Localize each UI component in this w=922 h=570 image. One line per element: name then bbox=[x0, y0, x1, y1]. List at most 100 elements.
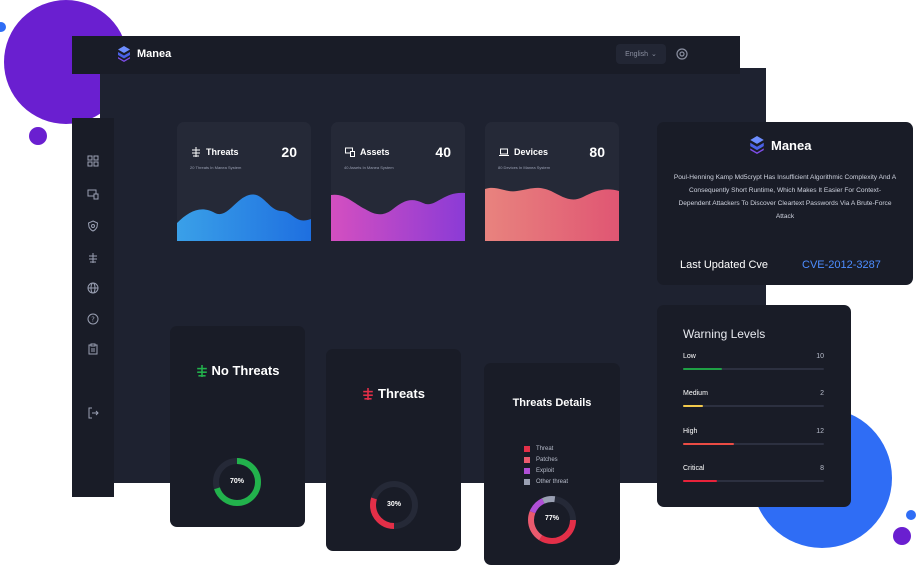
globe-icon[interactable] bbox=[87, 282, 99, 294]
warning-level-bar-fill bbox=[683, 443, 734, 445]
decor-dot-blue-bottom bbox=[906, 510, 916, 520]
app-brand[interactable]: Manea bbox=[117, 46, 171, 62]
stat-card-devices[interactable]: Devices 80 80 Devices In Manea System bbox=[485, 122, 619, 241]
clipboard-icon[interactable] bbox=[87, 343, 99, 355]
donut-segment bbox=[528, 496, 576, 544]
threats-details-legend: Threat Patches Exploit Other threat bbox=[524, 443, 568, 487]
warning-level-label: Medium bbox=[683, 390, 708, 397]
shield-icon[interactable] bbox=[87, 220, 99, 232]
panel-title: No Threats bbox=[170, 363, 305, 378]
stat-subtitle: 40 Assets In Manea System bbox=[344, 165, 394, 170]
panel-title: Threats bbox=[326, 386, 461, 401]
bug-icon bbox=[196, 364, 207, 377]
decor-dot-purple-bottom bbox=[893, 527, 911, 545]
svg-text:?: ? bbox=[91, 316, 95, 324]
warning-level-label: High bbox=[683, 428, 698, 435]
laptop-icon bbox=[499, 148, 509, 156]
warning-level-count: 10 bbox=[816, 353, 824, 360]
warning-level-bar-fill bbox=[683, 480, 717, 482]
threats-details-donut bbox=[528, 496, 576, 544]
stat-card-threats[interactable]: Threats 20 20 Threats In Manea System bbox=[177, 122, 311, 241]
legend-swatch bbox=[524, 467, 530, 474]
warning-levels-card: Warning Levels Low 10 Medium 2 High 12 Critica… bbox=[657, 305, 851, 507]
warning-level-count: 12 bbox=[816, 428, 824, 435]
warning-level-count: 2 bbox=[820, 390, 824, 397]
stat-subtitle: 80 Devices In Manea System bbox=[498, 165, 551, 170]
stat-title: Assets bbox=[345, 147, 390, 157]
bug-icon bbox=[363, 387, 373, 400]
warning-level-bar-fill bbox=[683, 405, 703, 407]
cve-description: Poul-Henning Kamp Md5crypt Has Insuffici… bbox=[673, 174, 897, 220]
legend-swatch bbox=[524, 445, 530, 452]
info-brand: Manea bbox=[749, 136, 811, 154]
wave-chart bbox=[485, 187, 619, 241]
warning-level-row: Medium 2 bbox=[683, 390, 824, 412]
app-name: Manea bbox=[137, 48, 172, 60]
dashboard-icon[interactable] bbox=[87, 155, 99, 167]
legend-swatch bbox=[524, 478, 530, 485]
info-brand-name: Manea bbox=[771, 137, 812, 153]
decor-dot-blue bbox=[0, 22, 6, 32]
settings-icon[interactable] bbox=[675, 47, 689, 61]
donut-percent: 70% bbox=[229, 478, 244, 485]
warning-level-label: Critical bbox=[683, 465, 705, 472]
logout-icon[interactable] bbox=[87, 407, 99, 419]
warning-level-count: 8 bbox=[820, 465, 824, 472]
stat-title: Threats bbox=[191, 147, 239, 157]
stat-value: 40 bbox=[435, 144, 451, 160]
warning-level-row: Critical 8 bbox=[683, 465, 824, 487]
stat-subtitle: 20 Threats In Manea System bbox=[190, 165, 242, 170]
sidebar: ? bbox=[72, 118, 114, 497]
warning-levels-title: Warning Levels bbox=[683, 327, 766, 341]
legend-swatch bbox=[524, 456, 530, 463]
legend-label: Threat bbox=[536, 445, 554, 452]
legend-item: Threat bbox=[524, 443, 568, 454]
warning-level-row: High 12 bbox=[683, 428, 824, 450]
warning-level-bar bbox=[683, 443, 824, 445]
stat-value: 80 bbox=[589, 144, 605, 160]
top-bar: Manea English ⌄ bbox=[72, 36, 740, 74]
no-threats-donut bbox=[213, 458, 261, 506]
wave-chart bbox=[177, 194, 311, 241]
bug-icon bbox=[192, 147, 200, 157]
panel-title: Threats Details bbox=[512, 397, 592, 409]
legend-label: Patches bbox=[536, 456, 558, 463]
legend-label: Exploit bbox=[536, 467, 555, 474]
help-icon[interactable]: ? bbox=[87, 313, 99, 325]
threats-details-panel: Threats Details Threat Patches Exploit Othe… bbox=[484, 363, 620, 565]
threats-panel: Threats 30% bbox=[326, 349, 461, 551]
legend-label: Other threat bbox=[536, 478, 569, 485]
stat-title: Devices bbox=[499, 147, 548, 157]
chevron-down-icon: ⌄ bbox=[651, 51, 657, 58]
stat-card-assets[interactable]: Assets 40 40 Assets In Manea System bbox=[331, 122, 465, 241]
threats-donut bbox=[370, 481, 418, 529]
panel-title-text: No Threats bbox=[211, 363, 280, 378]
donut-segment bbox=[528, 496, 576, 544]
warning-level-bar bbox=[683, 405, 824, 407]
stat-label: Devices bbox=[514, 147, 549, 157]
manea-logo-icon bbox=[750, 136, 764, 154]
warning-level-bar-fill bbox=[683, 368, 723, 370]
legend-item: Patches bbox=[524, 454, 568, 465]
warning-level-label: Low bbox=[683, 353, 696, 360]
bug-icon[interactable] bbox=[87, 252, 99, 264]
stat-value: 20 bbox=[281, 144, 297, 160]
language-value: English bbox=[625, 50, 649, 58]
decor-dot-purple bbox=[29, 127, 47, 145]
language-select[interactable]: English ⌄ bbox=[616, 44, 666, 64]
donut-percent: 30% bbox=[386, 501, 401, 508]
legend-item: Other threat bbox=[524, 476, 568, 487]
cve-info-card: Manea Poul-Henning Kamp Md5crypt Has Ins… bbox=[657, 122, 913, 285]
devices-icon bbox=[345, 147, 355, 157]
last-updated-label: Last Updated Cve bbox=[680, 259, 769, 271]
donut-segment bbox=[528, 496, 576, 544]
legend-item: Exploit bbox=[524, 465, 568, 476]
donut-percent: 77% bbox=[544, 515, 559, 522]
stat-label: Threats bbox=[206, 147, 239, 157]
panel-title-text: Threats bbox=[378, 386, 425, 401]
warning-level-bar bbox=[683, 368, 824, 370]
cve-id-link[interactable]: CVE-2012-3287 bbox=[802, 259, 881, 271]
stat-label: Assets bbox=[360, 147, 390, 157]
devices-icon[interactable] bbox=[87, 188, 99, 200]
warning-level-row: Low 10 bbox=[683, 353, 824, 375]
